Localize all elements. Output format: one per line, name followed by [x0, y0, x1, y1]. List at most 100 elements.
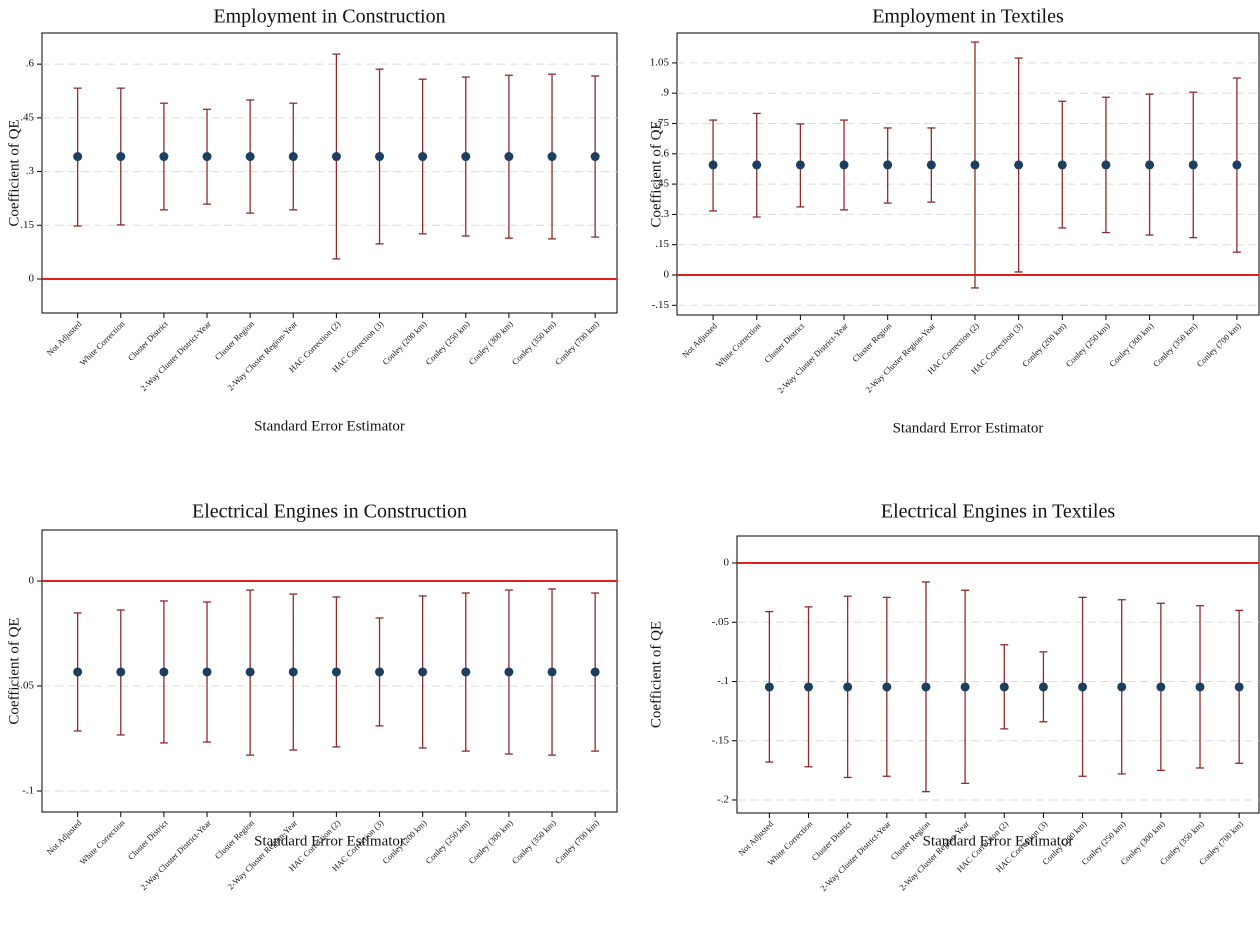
point: [547, 667, 557, 677]
y-tick-label: .3: [26, 165, 35, 177]
point: [590, 667, 600, 677]
x-tick-label: Conley (300 km): [467, 818, 515, 866]
point: [999, 682, 1009, 692]
x-tick-label: Cluster Region: [213, 817, 257, 861]
y-tick-label: -.1: [22, 785, 34, 797]
x-tick-label: 2-Way Cluster Region-Year: [225, 818, 299, 892]
point: [461, 152, 471, 162]
point: [1117, 682, 1127, 692]
y-tick-label: -.05: [712, 616, 730, 628]
point: [795, 160, 805, 170]
point: [73, 152, 83, 162]
point: [883, 160, 893, 170]
x-tick-label: Cluster District: [126, 318, 170, 362]
y-tick-label: .6: [26, 58, 35, 70]
x-tick-label: 2-Way Cluster District-Year: [775, 321, 850, 396]
y-axis-label: Coefficient of QE: [6, 617, 22, 724]
point: [73, 667, 83, 677]
y-tick-label: .15: [655, 238, 669, 250]
point: [764, 682, 774, 692]
point: [375, 667, 385, 677]
point: [504, 152, 514, 162]
point: [1234, 682, 1244, 692]
x-tick-label: Cluster Region: [213, 318, 257, 362]
x-tick-label: White Correction: [78, 318, 127, 367]
point: [504, 667, 514, 677]
y-tick-label: -.15: [652, 299, 670, 311]
point: [590, 152, 600, 162]
point: [245, 667, 255, 677]
point: [843, 682, 853, 692]
y-tick-label: -.1: [717, 675, 729, 687]
y-tick-label: .3: [661, 208, 670, 220]
point: [708, 160, 718, 170]
point: [921, 682, 931, 692]
point: [288, 667, 298, 677]
point: [839, 160, 849, 170]
point: [926, 160, 936, 170]
x-axis-label: Standard Error Estimator: [893, 420, 1044, 436]
panel: -.15 0 .15 .3 .45 .6 .75 .9 1.05 Not AdjustedWhit…: [648, 6, 1260, 436]
x-axis-label: Standard Error Estimator: [254, 418, 405, 434]
y-axis-label: Coefficient of QE: [648, 621, 664, 728]
point: [1057, 160, 1067, 170]
y-tick-label: 0: [664, 269, 670, 281]
y-tick-label: -.2: [717, 793, 729, 805]
x-tick-label: Not Adjusted: [44, 817, 83, 856]
point: [1014, 160, 1024, 170]
x-tick-label: Conley (300 km): [1107, 321, 1155, 369]
x-tick-label: 2-Way Cluster District-Year: [138, 818, 213, 893]
point: [288, 152, 298, 162]
point: [418, 152, 428, 162]
x-tick-label: Not Adjusted: [44, 318, 83, 357]
point: [547, 152, 557, 162]
point: [159, 152, 169, 162]
point: [1156, 682, 1166, 692]
x-tick-label: Conley (700 km): [553, 319, 601, 367]
point: [882, 682, 892, 692]
plot-area: [41, 32, 618, 314]
plot-area: [676, 32, 1260, 316]
x-tick-label: Conley (300 km): [467, 319, 515, 367]
point: [116, 667, 126, 677]
point: [116, 152, 126, 162]
y-axis-label: Coefficient of QE: [6, 119, 22, 226]
x-tick-label: Conley (250 km): [423, 319, 471, 367]
point: [960, 682, 970, 692]
y-tick-label: .45: [20, 111, 34, 123]
point: [331, 667, 341, 677]
point: [1232, 160, 1242, 170]
point: [418, 667, 428, 677]
y-tick-label: -.15: [712, 734, 730, 746]
x-tick-label: Conley (200 km): [1020, 321, 1068, 369]
y-tick-label: .45: [655, 178, 669, 190]
point: [375, 152, 385, 162]
x-tick-label: Cluster District: [762, 320, 806, 364]
plot-area: [41, 529, 618, 813]
point: [970, 160, 980, 170]
x-tick-label: Not Adjusted: [680, 320, 719, 359]
x-tick-label: Conley (700 km): [553, 818, 601, 866]
x-tick-label: Conley (350 km): [510, 818, 558, 866]
x-tick-label: 2-Way Cluster District-Year: [138, 319, 213, 394]
y-tick-label: 0: [724, 557, 730, 569]
y-tick-label: 1.05: [650, 56, 670, 68]
point: [752, 160, 762, 170]
point: [1145, 160, 1155, 170]
x-tick-label: Cluster Region: [850, 320, 894, 364]
x-tick-label: Cluster District: [126, 817, 170, 861]
point: [202, 667, 212, 677]
point: [1188, 160, 1198, 170]
y-tick-label: .9: [661, 87, 670, 99]
x-tick-label: Conley (250 km): [423, 818, 471, 866]
point: [202, 152, 212, 162]
point: [804, 682, 814, 692]
x-tick-label: Conley (350 km): [1151, 321, 1199, 369]
point: [1101, 160, 1111, 170]
chart-title: Electrical Engines in Construction: [192, 501, 467, 523]
y-tick-label: .75: [655, 117, 669, 129]
y-tick-label: .6: [661, 147, 670, 159]
